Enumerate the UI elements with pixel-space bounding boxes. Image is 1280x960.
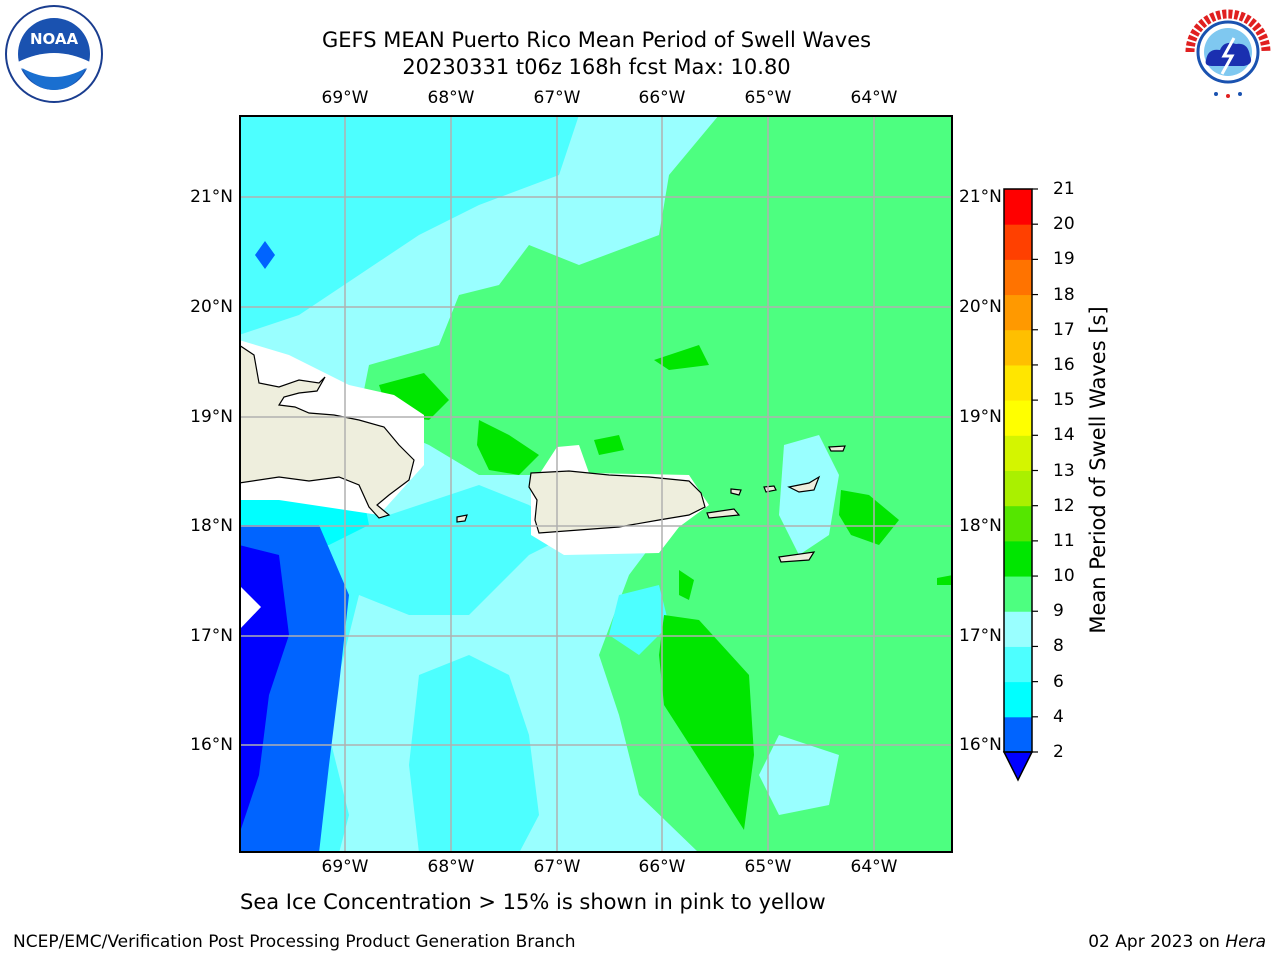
lon-label-bottom: 66°W <box>638 857 686 877</box>
lon-label-bottom: 69°W <box>321 857 369 877</box>
lon-label-top: 68°W <box>427 88 475 108</box>
colorbar-bin <box>1004 364 1032 401</box>
colorbar-tick-label: 13 <box>1053 460 1075 481</box>
lat-label-right: 18°N <box>959 516 1002 536</box>
colorbar-tick-label: 12 <box>1053 495 1075 516</box>
field-10-11 <box>594 435 624 455</box>
lat-label-right: 17°N <box>959 626 1002 646</box>
lon-label-bottom: 67°W <box>533 857 581 877</box>
colorbar-tick-label: 2 <box>1053 742 1064 762</box>
land-small-island <box>787 475 821 493</box>
lon-label-top: 64°W <box>850 88 898 108</box>
colorbar-bin <box>1004 611 1032 647</box>
land-small-island <box>778 551 816 563</box>
footer-system: Hera <box>1225 932 1266 952</box>
colorbar-under-arrow <box>1002 751 1034 782</box>
lon-label-top: 67°W <box>533 88 581 108</box>
field-8-9 <box>779 435 839 555</box>
land-small-island <box>706 508 741 519</box>
colorbar-bin <box>1004 435 1032 471</box>
colorbar-bin <box>1004 540 1032 577</box>
lat-label-right: 16°N <box>959 735 1002 755</box>
colorbar-tick-label: 10 <box>1053 566 1075 587</box>
lat-label-left: 21°N <box>190 187 233 207</box>
colorbar-tick-label: 15 <box>1053 390 1075 411</box>
colorbar-tick-label: 16 <box>1053 354 1075 375</box>
colorbar-bin <box>1004 189 1032 225</box>
footer-date: 02 Apr 2023 on Hera <box>1088 932 1266 952</box>
map-area[interactable] <box>239 115 953 853</box>
field-10-11 <box>679 570 694 600</box>
field-2-4 <box>255 241 275 269</box>
colorbar-bin <box>1004 329 1032 366</box>
land-small-island <box>828 445 846 452</box>
colorbar-bin <box>1004 294 1032 331</box>
field-6-8 <box>609 585 669 655</box>
swell-period-map <box>239 115 953 853</box>
lon-label-top: 69°W <box>321 88 369 108</box>
colorbar-bin <box>1004 576 1032 612</box>
colorbar-tick-label: 19 <box>1053 249 1075 270</box>
no-data-mask <box>239 585 261 630</box>
field-10-11 <box>937 575 953 585</box>
colorbar-bin <box>1004 716 1032 753</box>
colorbar-bin <box>1004 681 1032 718</box>
lat-label-left: 18°N <box>190 516 233 536</box>
lat-label-left: 17°N <box>190 626 233 646</box>
colorbar-tick-label: 4 <box>1053 706 1064 727</box>
map-border <box>239 115 953 853</box>
footer-credit: NCEP/EMC/Verification Post Processing Pr… <box>13 932 576 952</box>
nws-logo <box>1178 2 1278 106</box>
field-10-11 <box>839 490 899 545</box>
colorbar-bin <box>1004 470 1032 507</box>
colorbar-bin <box>1004 400 1032 436</box>
field-6-8 <box>409 655 539 853</box>
colorbar-tick-label: 9 <box>1053 601 1064 622</box>
field-under-2 <box>239 545 289 835</box>
field-6-8 <box>239 115 579 335</box>
field-8-9 <box>759 735 839 815</box>
colorbar-tick-label: 6 <box>1053 671 1064 692</box>
colorbar-tick-label: 18 <box>1053 284 1075 305</box>
lon-label-top: 65°W <box>744 88 792 108</box>
colorbar-bin <box>1004 646 1032 683</box>
colorbar-label: Mean Period of Swell Waves [s] <box>1086 306 1110 634</box>
noaa-logo: NOAA <box>4 4 104 108</box>
footer-date-text: 02 Apr 2023 on <box>1088 932 1226 952</box>
colorbar-bin <box>1004 505 1032 542</box>
lon-label-top: 66°W <box>638 88 686 108</box>
field-10-11 <box>477 420 539 475</box>
colorbar-tick-label: 14 <box>1053 425 1075 446</box>
lon-label-bottom: 65°W <box>744 857 792 877</box>
lat-label-left: 16°N <box>190 735 233 755</box>
colorbar-tick-label: 11 <box>1053 530 1075 551</box>
lat-label-left: 20°N <box>190 297 233 317</box>
svg-text:NOAA: NOAA <box>30 30 79 48</box>
colorbar-tick-label: 21 <box>1053 179 1075 199</box>
colorbar-bin <box>1004 259 1032 296</box>
lat-label-right: 19°N <box>959 407 1002 427</box>
lat-label-left: 19°N <box>190 407 233 427</box>
colorbar <box>1002 188 1038 782</box>
field-10-11 <box>659 615 754 830</box>
land-small-island <box>456 514 468 523</box>
colorbar-tick-label: 20 <box>1053 214 1075 235</box>
map-grid <box>239 115 953 853</box>
colorbar-bin <box>1004 224 1032 260</box>
colorbar-tick-label: 8 <box>1053 636 1064 657</box>
chart-title: GEFS MEAN Puerto Rico Mean Period of Swe… <box>321 28 872 52</box>
sea-ice-caption: Sea Ice Concentration > 15% is shown in … <box>240 890 826 914</box>
field-10-11 <box>654 345 709 370</box>
land-hispaniola <box>239 344 415 519</box>
chart-subtitle: 20230331 t06z 168h fcst Max: 10.80 <box>402 55 791 79</box>
lon-label-bottom: 64°W <box>850 857 898 877</box>
land-small-island <box>730 488 742 496</box>
colorbar-tick-label: 17 <box>1053 319 1075 340</box>
land-small-island <box>763 485 777 493</box>
lon-label-bottom: 68°W <box>427 857 475 877</box>
land-puerto-rico <box>528 470 706 534</box>
lat-label-right: 21°N <box>959 187 1002 207</box>
lat-label-right: 20°N <box>959 297 1002 317</box>
